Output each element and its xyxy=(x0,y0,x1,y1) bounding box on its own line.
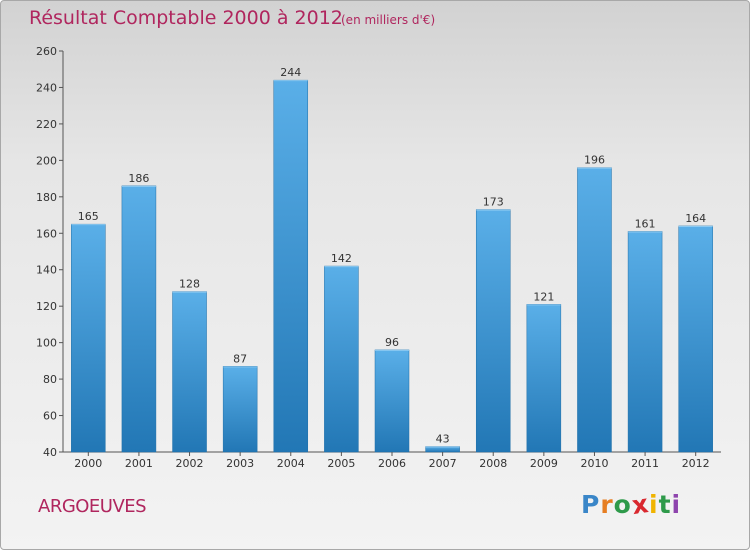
chart-title: Résultat Comptable 2000 à 2012 xyxy=(29,7,343,29)
y-tick-label: 140 xyxy=(36,264,57,277)
x-tick-label: 2008 xyxy=(479,457,507,470)
x-tick-label: 2009 xyxy=(530,457,558,470)
y-tick-label: 100 xyxy=(36,337,57,350)
bar xyxy=(526,304,562,453)
y-tick-label: 80 xyxy=(43,373,57,386)
y-tick-label: 240 xyxy=(36,81,57,94)
bar xyxy=(71,223,106,453)
y-tick-label: 60 xyxy=(43,410,57,423)
bar-value-label: 43 xyxy=(436,433,450,446)
x-tick-label: 2002 xyxy=(176,457,204,470)
logo-letter: r xyxy=(600,490,614,519)
bar xyxy=(172,291,207,453)
y-tick-label: 180 xyxy=(36,191,57,204)
bar xyxy=(577,167,612,453)
bar xyxy=(374,349,410,453)
bar-value-label: 244 xyxy=(280,66,301,79)
y-tick-label: 220 xyxy=(36,118,57,131)
x-tick-label: 2003 xyxy=(226,457,254,470)
bar-chart: 40 60 80 100 120 140 160 180 200 220 240 260 165 2000… xyxy=(36,45,721,470)
bar xyxy=(475,209,511,453)
logo-letter: o xyxy=(613,490,632,519)
bar-value-label: 161 xyxy=(635,217,656,230)
logo-letter: t xyxy=(658,490,672,519)
logo-letter: P xyxy=(581,490,601,519)
bar-value-label: 196 xyxy=(584,154,605,167)
bar-value-label: 142 xyxy=(331,252,352,265)
y-tick-label: 160 xyxy=(36,227,57,240)
x-tick-label: 2010 xyxy=(580,457,608,470)
bar xyxy=(121,185,157,453)
y-tick-label: 120 xyxy=(36,300,57,313)
logo-letter: x xyxy=(629,488,651,521)
x-tick-label: 2012 xyxy=(682,457,710,470)
bar xyxy=(324,265,359,453)
bar xyxy=(678,225,713,453)
chart-subtitle: (en milliers d'€) xyxy=(341,13,436,27)
bar xyxy=(627,231,663,453)
y-tick-label: 200 xyxy=(36,154,57,167)
bar xyxy=(273,79,309,453)
x-tick-label: 2007 xyxy=(429,457,457,470)
y-tick-label: 40 xyxy=(43,446,57,459)
x-tick-label: 2001 xyxy=(125,457,153,470)
bar-value-label: 165 xyxy=(78,210,99,223)
bar-value-label: 121 xyxy=(533,290,554,303)
x-tick-label: 2004 xyxy=(277,457,305,470)
commune-name: ARGOEUVES xyxy=(38,496,147,517)
bar-value-label: 164 xyxy=(685,212,706,225)
y-tick-label: 260 xyxy=(36,45,57,58)
bar-value-label: 128 xyxy=(179,278,200,291)
x-tick-label: 2005 xyxy=(327,457,355,470)
bar xyxy=(222,366,258,453)
bar-value-label: 96 xyxy=(385,336,399,349)
bar-value-label: 87 xyxy=(233,352,247,365)
x-tick-label: 2006 xyxy=(378,457,406,470)
logo-letter: i xyxy=(671,490,682,519)
x-tick-label: 2000 xyxy=(74,457,102,470)
logo-letter: i xyxy=(649,490,659,519)
bar-value-label: 186 xyxy=(128,172,149,185)
x-tick-label: 2011 xyxy=(631,457,659,470)
proxiti-logo: Proxiti xyxy=(581,488,682,521)
bar-value-label: 173 xyxy=(483,196,504,209)
